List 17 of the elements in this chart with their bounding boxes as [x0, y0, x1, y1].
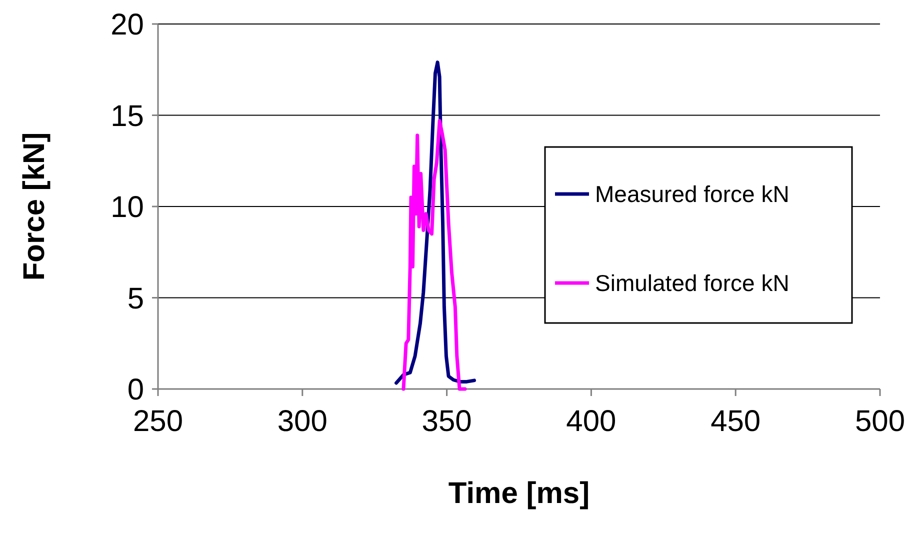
legend-label: Simulated force kN — [595, 270, 790, 296]
line-series — [402, 118, 467, 391]
x-tick-label: 300 — [277, 405, 328, 438]
x-tick-label: 400 — [566, 405, 616, 438]
line-series — [394, 60, 476, 385]
x-tick-label: 500 — [854, 405, 906, 438]
y-tick-label: 10 — [110, 191, 144, 224]
x-tick-label: 450 — [710, 405, 761, 438]
x-axis-title: Time [ms] — [448, 477, 590, 510]
x-tick-label: 250 — [132, 405, 184, 438]
y-axis-title: Force [kN] — [18, 132, 51, 281]
x-tick-label: 350 — [422, 405, 472, 438]
y-tick-label: 20 — [110, 8, 144, 42]
y-tick-label: 15 — [110, 100, 144, 133]
legend-label: Measured force kN — [595, 181, 790, 208]
y-tick-label: 0 — [127, 374, 144, 406]
y-tick-label: 5 — [127, 282, 144, 316]
